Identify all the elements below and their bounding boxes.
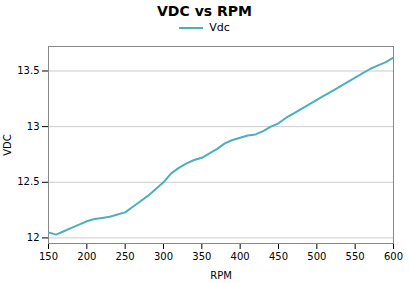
svg-text:RPM: RPM xyxy=(210,270,232,281)
svg-text:150: 150 xyxy=(39,251,58,262)
svg-text:250: 250 xyxy=(116,251,135,262)
svg-text:300: 300 xyxy=(154,251,173,262)
html-text:Vdc: Vdc xyxy=(209,21,230,34)
svg-text:400: 400 xyxy=(231,251,250,262)
svg-text:13: 13 xyxy=(27,121,40,132)
svg-text:VDC: VDC xyxy=(2,134,13,156)
svg-text:12: 12 xyxy=(27,232,40,243)
html-text:VDC vs RPM: VDC vs RPM xyxy=(157,3,252,19)
svg-text:350: 350 xyxy=(192,251,211,262)
svg-text:500: 500 xyxy=(307,251,326,262)
svg-text:600: 600 xyxy=(384,251,403,262)
svg-text:550: 550 xyxy=(346,251,365,262)
svg-text:200: 200 xyxy=(77,251,96,262)
svg-text:450: 450 xyxy=(269,251,288,262)
svg-text:12.5: 12.5 xyxy=(17,176,39,187)
svg-text:13.5: 13.5 xyxy=(17,65,39,76)
